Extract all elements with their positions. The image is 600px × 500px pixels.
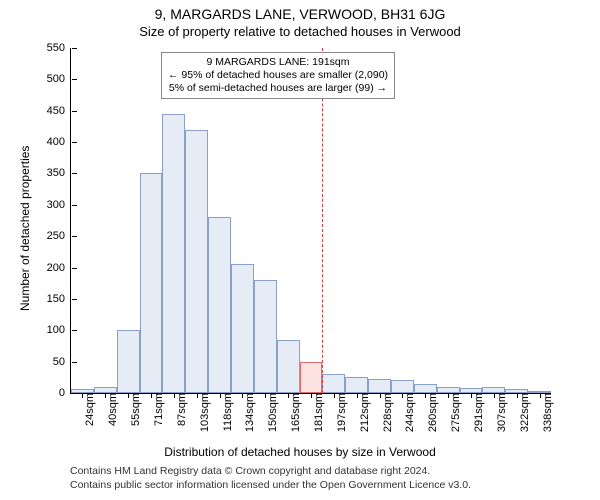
bar xyxy=(185,130,208,393)
chart-title: 9, MARGARDS LANE, VERWOOD, BH31 6JG xyxy=(0,6,600,22)
bar xyxy=(117,330,140,393)
bar xyxy=(162,114,185,393)
x-tick: 244sqm xyxy=(398,393,416,432)
bar xyxy=(368,379,391,393)
x-tick: 307sqm xyxy=(490,393,508,432)
y-tick: 450 xyxy=(47,105,71,117)
annotation-box: 9 MARGARDS LANE: 191sqm← 95% of detached… xyxy=(161,52,395,99)
bar xyxy=(231,264,254,393)
x-tick: 260sqm xyxy=(421,393,439,432)
x-tick: 134sqm xyxy=(238,393,256,432)
x-tick: 197sqm xyxy=(330,393,348,432)
bar xyxy=(322,374,345,393)
chart-container: { "title": "9, MARGARDS LANE, VERWOOD, B… xyxy=(0,0,600,500)
y-tick: 150 xyxy=(47,293,71,305)
bar xyxy=(345,377,368,393)
x-tick: 275sqm xyxy=(444,393,462,432)
bar xyxy=(208,217,231,393)
bar xyxy=(71,389,94,393)
plot-area: 05010015020025030035040045050055024sqm40… xyxy=(70,48,551,394)
x-tick: 322sqm xyxy=(513,393,531,432)
footer-line-2: Contains public sector information licen… xyxy=(70,479,471,493)
x-tick: 87sqm xyxy=(170,393,188,426)
bar xyxy=(528,391,551,394)
bar xyxy=(482,387,505,393)
x-tick: 181sqm xyxy=(307,393,325,432)
bar xyxy=(505,389,528,393)
bar xyxy=(277,340,300,393)
y-tick: 0 xyxy=(59,387,71,399)
bar xyxy=(460,388,483,393)
bar xyxy=(94,387,117,393)
y-axis-label: Number of detached properties xyxy=(18,145,32,310)
y-tick: 100 xyxy=(47,324,71,336)
y-tick: 500 xyxy=(47,73,71,85)
x-tick: 212sqm xyxy=(353,393,371,432)
x-tick: 150sqm xyxy=(261,393,279,432)
x-tick: 338sqm xyxy=(536,393,554,432)
y-tick: 300 xyxy=(47,199,71,211)
bar xyxy=(437,387,460,393)
y-tick: 250 xyxy=(47,230,71,242)
y-tick: 550 xyxy=(47,42,71,54)
y-tick: 50 xyxy=(53,356,71,368)
bar-highlight xyxy=(300,362,323,393)
footer-line-1: Contains HM Land Registry data © Crown c… xyxy=(70,465,471,479)
x-tick: 55sqm xyxy=(124,393,142,426)
y-tick: 350 xyxy=(47,167,71,179)
bar xyxy=(414,384,437,393)
y-tick: 400 xyxy=(47,136,71,148)
bar xyxy=(140,173,163,393)
x-tick: 118sqm xyxy=(216,393,234,431)
x-tick: 40sqm xyxy=(101,393,119,426)
x-tick: 24sqm xyxy=(78,393,96,426)
x-tick: 71sqm xyxy=(147,393,165,426)
annotation-l3: 5% of semi-detached houses are larger (9… xyxy=(168,82,388,95)
x-tick: 165sqm xyxy=(284,393,302,432)
x-tick: 291sqm xyxy=(467,393,485,432)
x-axis-label: Distribution of detached houses by size … xyxy=(0,445,600,459)
bar xyxy=(254,280,277,393)
annotation-l1: 9 MARGARDS LANE: 191sqm xyxy=(168,56,388,69)
reference-line xyxy=(322,48,323,393)
bar xyxy=(391,380,414,393)
y-tick: 200 xyxy=(47,262,71,274)
footer: Contains HM Land Registry data © Crown c… xyxy=(70,465,471,492)
x-tick: 103sqm xyxy=(193,393,211,432)
annotation-l2: ← 95% of detached houses are smaller (2,… xyxy=(168,69,388,82)
x-tick: 228sqm xyxy=(376,393,394,432)
chart-subtitle: Size of property relative to detached ho… xyxy=(0,24,600,39)
